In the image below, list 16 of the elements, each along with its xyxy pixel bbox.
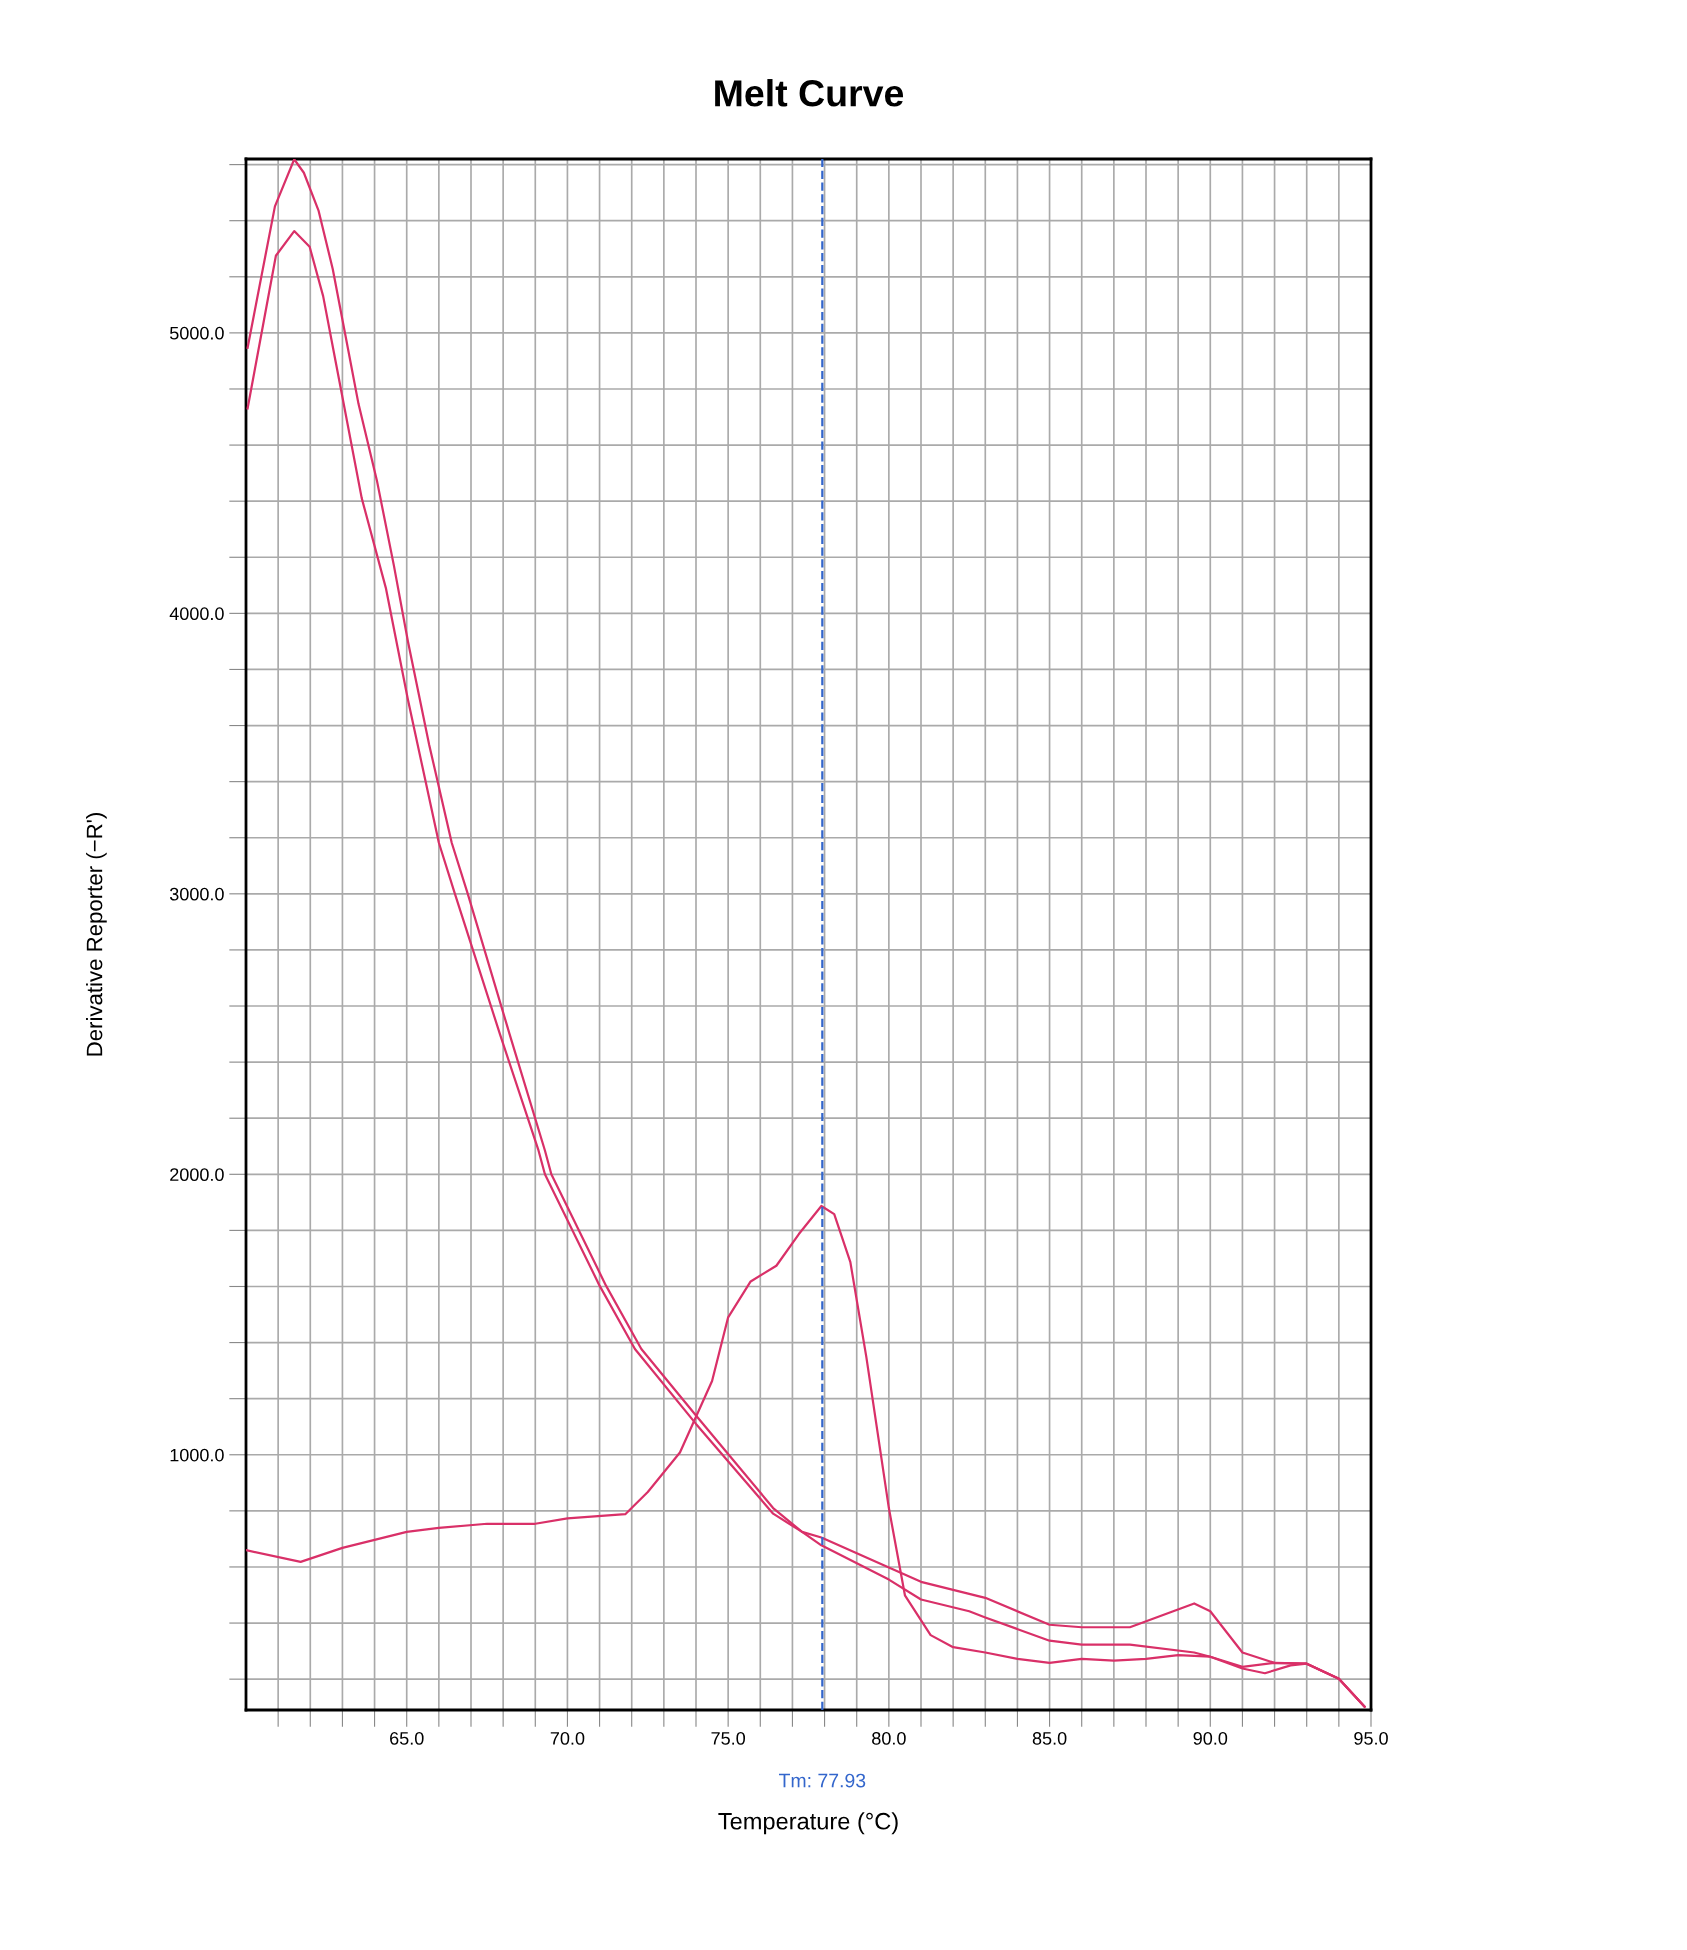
chart-title: Melt Curve — [715, 79, 904, 107]
x-tick-label: 90.0 — [1193, 1732, 1228, 1745]
ref-line-label: Tm: 77.93 — [778, 1773, 866, 1788]
x-tick-label: 95.0 — [1354, 1732, 1388, 1745]
y-tick-label: 2000.0 — [170, 1168, 224, 1182]
x-tick-label: 85.0 — [1032, 1732, 1067, 1745]
x-tick-label: 80.0 — [872, 1732, 906, 1745]
x-tick-label: 75.0 — [711, 1732, 746, 1745]
y-tick-label: 5000.0 — [169, 326, 224, 340]
x-axis-title: Temperature (°C) — [718, 1812, 898, 1835]
y-axis-title: Derivative Reporter (−R') — [86, 813, 107, 1056]
y-tick-label: 1000.0 — [170, 1448, 224, 1462]
y-tick-label: 4000.0 — [169, 607, 224, 621]
y-tick-label: 3000.0 — [169, 887, 224, 901]
x-tick-label: 70.0 — [550, 1732, 585, 1745]
x-tick-label: 65.0 — [390, 1732, 424, 1745]
